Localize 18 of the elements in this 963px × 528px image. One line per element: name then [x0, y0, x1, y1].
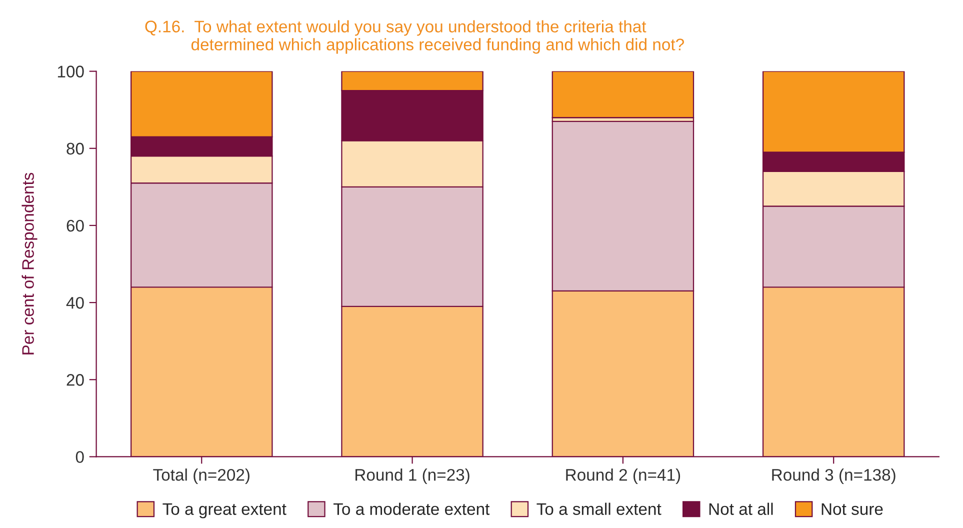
- y-tick-label: 60: [66, 220, 84, 232]
- y-axis-title: Per cent of Respondents: [22, 172, 38, 354]
- legend-label: To a small extent: [536, 502, 662, 515]
- bar: [552, 71, 694, 118]
- y-tick-label: 100: [58, 66, 84, 78]
- y-tick-label: 0: [76, 451, 84, 463]
- x-tick-label: Round 2 (n=41): [566, 468, 680, 484]
- legend-label: To a great extent: [162, 503, 286, 518]
- legend-label: Not at all: [709, 502, 773, 515]
- y-tick-label: 40: [66, 296, 84, 309]
- chart-title: Q.16. To what extent would you say you understood the criteria that determined which applications received funding and which did not?: [145, 20, 684, 54]
- x-tick-label: Round 3 (n=138): [772, 468, 896, 484]
- y-tick-label: 80: [66, 142, 84, 155]
- legend-label: To a moderate extent: [333, 502, 490, 515]
- x-tick-label: Round 1 (n=23): [356, 468, 470, 484]
- x-tick-label: Total (n=202): [153, 468, 250, 484]
- legend-label: Not sure: [822, 503, 883, 515]
- y-tick-label: 20: [66, 374, 84, 386]
